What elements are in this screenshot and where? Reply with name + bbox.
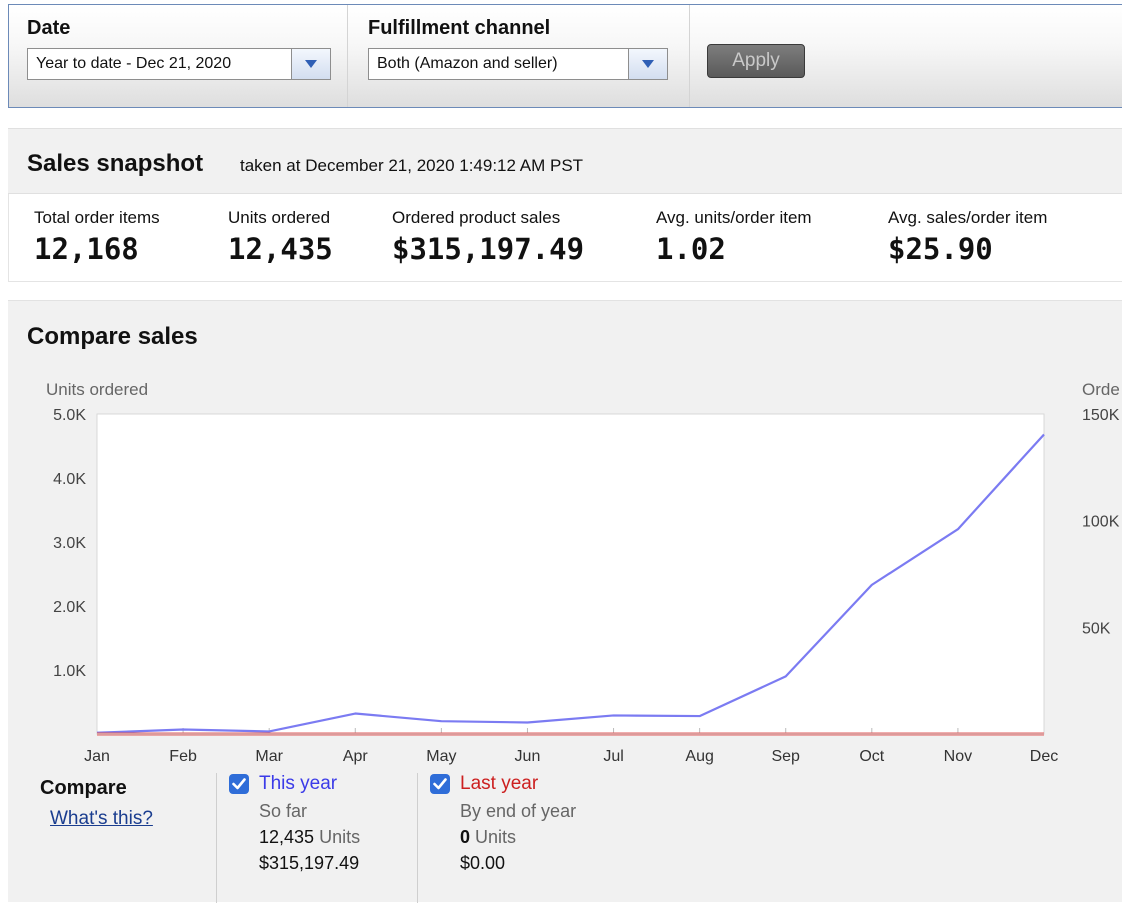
- y-tick-label: 4.0K: [53, 471, 86, 488]
- last-year-units: 0 Units: [460, 827, 637, 848]
- x-tick-label: Apr: [343, 748, 369, 765]
- sales-snapshot-timestamp: taken at December 21, 2020 1:49:12 AM PS…: [240, 156, 584, 175]
- x-tick-label: Nov: [944, 748, 972, 765]
- checkbox-checked-icon[interactable]: [430, 774, 450, 794]
- x-tick-label: Jul: [603, 748, 623, 765]
- this-year-toggle[interactable]: This year: [229, 773, 416, 795]
- metric-value: 1.02: [656, 232, 726, 266]
- y2-tick-label: 100K: [1082, 514, 1120, 531]
- x-tick-label: Oct: [859, 748, 884, 765]
- x-tick-label: Mar: [255, 748, 283, 765]
- metric-label: Units ordered: [228, 208, 331, 227]
- last-year-units-value: 0: [460, 827, 471, 847]
- last-year-sub: By end of year: [460, 801, 577, 821]
- units-suffix: Units: [475, 827, 517, 847]
- channel-select-value: Both (Amazon and seller): [377, 55, 558, 72]
- units-suffix: Units: [319, 827, 361, 847]
- y-tick-label: 3.0K: [53, 535, 86, 552]
- chevron-down-icon[interactable]: [291, 49, 330, 79]
- last-year-sales: $0.00: [460, 853, 506, 873]
- whats-this-link[interactable]: What's this?: [50, 808, 153, 829]
- x-tick-label: Aug: [685, 748, 713, 765]
- date-select-value: Year to date - Dec 21, 2020: [36, 55, 232, 72]
- y2-tick-label: 50K: [1082, 620, 1111, 637]
- x-tick-label: May: [426, 748, 456, 765]
- legend-this-year: This year So far 12,435 Units $315,197.4…: [216, 773, 416, 903]
- channel-filter-label: Fulfillment channel: [368, 17, 551, 39]
- metric-units-ordered: Units ordered 12,435: [228, 208, 333, 266]
- y-axis-title: Units ordered: [46, 380, 149, 399]
- metric-value: 12,435: [228, 232, 333, 266]
- metric-label: Avg. units/order item: [656, 208, 812, 227]
- this-year-sales: $315,197.49: [259, 853, 360, 873]
- apply-button[interactable]: Apply: [707, 44, 805, 78]
- this-year-units-value: 12,435: [259, 827, 315, 847]
- y-tick-label: 5.0K: [53, 407, 86, 424]
- sales-snapshot-header: Sales snapshot taken at December 21, 202…: [8, 128, 1122, 194]
- metric-ordered-product-sales: Ordered product sales $315,197.49: [392, 208, 584, 266]
- filter-bar: Date Year to date - Dec 21, 2020 Fulfill…: [8, 4, 1122, 108]
- sales-snapshot-title: Sales snapshot: [27, 150, 204, 177]
- x-tick-label: Feb: [169, 748, 197, 765]
- date-select[interactable]: Year to date - Dec 21, 2020: [27, 48, 331, 80]
- compare-legend: Compare What's this?: [40, 777, 153, 830]
- compare-sales-title: Compare sales: [27, 323, 198, 350]
- y-tick-label: 1.0K: [53, 663, 86, 680]
- this-year-sub: So far: [259, 801, 308, 821]
- x-tick-label: Jun: [515, 748, 541, 765]
- metric-total-order-items: Total order items 12,168: [34, 208, 160, 266]
- channel-select[interactable]: Both (Amazon and seller): [368, 48, 668, 80]
- y2-tick-label: 150K: [1082, 407, 1120, 424]
- sales-snapshot-metrics: Total order items 12,168 Units ordered 1…: [8, 194, 1122, 282]
- metric-value: $25.90: [888, 232, 993, 266]
- metric-label: Ordered product sales: [392, 208, 561, 227]
- this-year-label: This year: [259, 773, 338, 794]
- metric-avg-sales-per-order-item: Avg. sales/order item $25.90: [888, 208, 1047, 266]
- compare-legend-title: Compare: [40, 777, 127, 799]
- last-year-label: Last year: [460, 773, 539, 794]
- checkbox-checked-icon[interactable]: [229, 774, 249, 794]
- metric-label: Total order items: [34, 208, 160, 227]
- metric-avg-units-per-order-item: Avg. units/order item 1.02: [656, 208, 812, 266]
- y2-axis-title: Orde: [1082, 380, 1120, 399]
- chevron-down-icon[interactable]: [628, 49, 667, 79]
- compare-sales-panel: Compare sales Units ordered Orde 1.0K 2.0…: [8, 300, 1122, 903]
- metric-label: Avg. sales/order item: [888, 208, 1048, 227]
- date-filter-label: Date: [27, 17, 71, 39]
- legend-last-year: Last year By end of year 0 Units $0.00: [417, 773, 637, 903]
- sales-line-chart: 1.0K 2.0K 3.0K 4.0K 5.0K 50K 100K 150K Jan Feb Mar…: [53, 407, 1120, 765]
- date-filter-group: Date Year to date - Dec 21, 2020: [9, 5, 348, 107]
- channel-filter-group: Fulfillment channel Both (Amazon and sel…: [347, 5, 690, 107]
- last-year-toggle[interactable]: Last year: [430, 773, 637, 795]
- series-this-year-line: [96, 433, 1045, 734]
- x-tick-label: Dec: [1030, 748, 1058, 765]
- x-tick-label: Sep: [771, 748, 800, 765]
- metric-value: $315,197.49: [392, 232, 585, 266]
- this-year-units: 12,435 Units: [259, 827, 416, 848]
- x-tick-label: Jan: [84, 748, 110, 765]
- metric-value: 12,168: [34, 232, 139, 266]
- plot-area: [96, 413, 1045, 735]
- y-tick-label: 2.0K: [53, 599, 86, 616]
